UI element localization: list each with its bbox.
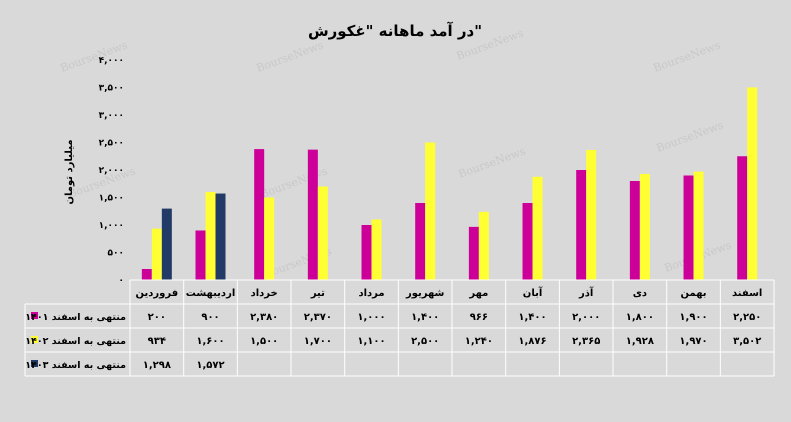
y-tick-label: ۲,۵۰۰ — [99, 139, 124, 149]
y-tick-label: ۱,۵۰۰ — [99, 194, 124, 204]
bar — [693, 171, 704, 280]
category-label: شهریور — [405, 288, 445, 299]
category-label: تیر — [310, 288, 325, 299]
data-label: ۱,۴۰۰ — [411, 312, 439, 323]
bar — [361, 225, 372, 280]
bar — [532, 176, 543, 280]
watermark-text: BourseNews — [457, 144, 528, 180]
category-label: مرداد — [358, 288, 384, 299]
bar — [195, 230, 206, 280]
data-label: ۳,۵۰۲ — [733, 336, 761, 347]
data-label: ۲,۰۰۰ — [572, 312, 600, 323]
data-label: ۱,۷۰۰ — [304, 336, 332, 347]
bar — [576, 170, 587, 280]
data-label: ۲,۵۰۰ — [411, 336, 439, 347]
y-axis: ۴,۰۰۰ ۳,۵۰۰ ۳,۰۰۰ ۲,۵۰۰ ۲,۰۰۰ ۱,۵۰۰ ۱,۰۰۰ ۵۰۰ ۰ — [99, 56, 124, 286]
data-label: ۱,۶۰۰ — [196, 336, 224, 347]
chart-title: در آمد ماهانه "غکورش" — [308, 22, 482, 40]
data-label: ۹۶۶ — [470, 312, 488, 323]
legend-swatch — [31, 360, 38, 367]
data-label: ۱,۵۷۲ — [196, 360, 224, 371]
data-label: ۹۳۴ — [148, 336, 166, 347]
category-label: آبان — [523, 286, 543, 299]
data-label: ۱,۹۲۸ — [626, 336, 654, 347]
bar — [161, 208, 172, 280]
y-tick-label: ۲,۰۰۰ — [99, 166, 124, 176]
bar — [151, 228, 162, 280]
bar — [371, 219, 382, 280]
bar — [254, 149, 265, 280]
category-label: اردیبهشت — [186, 288, 236, 299]
category-label: مهر — [468, 288, 488, 299]
category-label: اسفند — [732, 288, 762, 299]
data-label: ۹۰۰ — [201, 312, 219, 323]
data-label: ۲۰۰ — [148, 312, 166, 323]
y-tick-label: ۳,۵۰۰ — [99, 84, 124, 94]
category-label: خرداد — [251, 288, 278, 299]
category-label: فروردین — [136, 288, 179, 299]
data-label: ۱,۹۷۰ — [679, 336, 707, 347]
legend-label: منتهی به اسفند ۱۴۰۱ — [25, 312, 126, 323]
bar — [307, 149, 318, 280]
y-tick-label: ۳,۰۰۰ — [99, 111, 124, 121]
data-label: ۱,۸۰۰ — [626, 312, 654, 323]
data-label: ۱,۸۷۶ — [518, 336, 546, 347]
data-label: ۱,۲۴۰ — [465, 336, 493, 347]
bar — [415, 203, 426, 280]
bar — [141, 269, 152, 280]
bar — [683, 175, 694, 280]
watermark-text: BourseNews — [655, 118, 726, 154]
bars-layer — [141, 87, 758, 280]
data-label: ۲,۲۵۰ — [733, 312, 761, 323]
data-table: فروردین اردیبهشت خرداد تیر مرداد شهریور مهر آبا… — [24, 279, 775, 377]
y-tick-label: ۱,۰۰۰ — [99, 221, 124, 231]
bar — [264, 197, 275, 280]
y-tick-label: ۵۰۰ — [108, 249, 124, 259]
bar — [522, 203, 533, 280]
category-label: دی — [633, 288, 647, 299]
bar — [468, 226, 479, 280]
bar — [478, 211, 489, 280]
data-label: ۲,۳۶۵ — [572, 336, 600, 347]
data-label: ۱,۰۰۰ — [357, 312, 385, 323]
legend-label: منتهی به اسفند ۱۴۰۲ — [25, 336, 126, 347]
category-label: آذر — [578, 286, 594, 299]
bar — [205, 192, 216, 280]
bar — [737, 156, 748, 280]
bar — [747, 87, 758, 280]
data-label: ۱,۲۹۸ — [143, 360, 171, 371]
y-tick-label: ۴,۰۰۰ — [99, 56, 124, 66]
bar — [215, 193, 226, 280]
bar — [586, 149, 597, 280]
watermark-text: BourseNews — [652, 38, 723, 74]
data-label: ۲,۳۸۰ — [250, 312, 278, 323]
legend-swatch — [31, 312, 38, 319]
bar — [317, 186, 328, 280]
y-tick-label: ۰ — [119, 276, 125, 286]
bar — [629, 181, 640, 280]
category-label: بهمن — [681, 288, 707, 299]
y-axis-label: میلیارد تومان — [64, 139, 75, 204]
legend-label: منتهی به اسفند ۱۴۰۳ — [25, 360, 126, 371]
watermark-text: BourseNews — [255, 38, 326, 74]
bar — [425, 142, 436, 280]
data-label: ۲,۳۷۰ — [304, 312, 332, 323]
data-label: ۱,۹۰۰ — [679, 312, 707, 323]
data-label: ۱,۱۰۰ — [357, 336, 385, 347]
data-label: ۱,۵۰۰ — [250, 336, 278, 347]
legend-swatch — [31, 336, 38, 343]
data-label: ۱,۴۰۰ — [518, 312, 546, 323]
bar — [639, 173, 650, 280]
